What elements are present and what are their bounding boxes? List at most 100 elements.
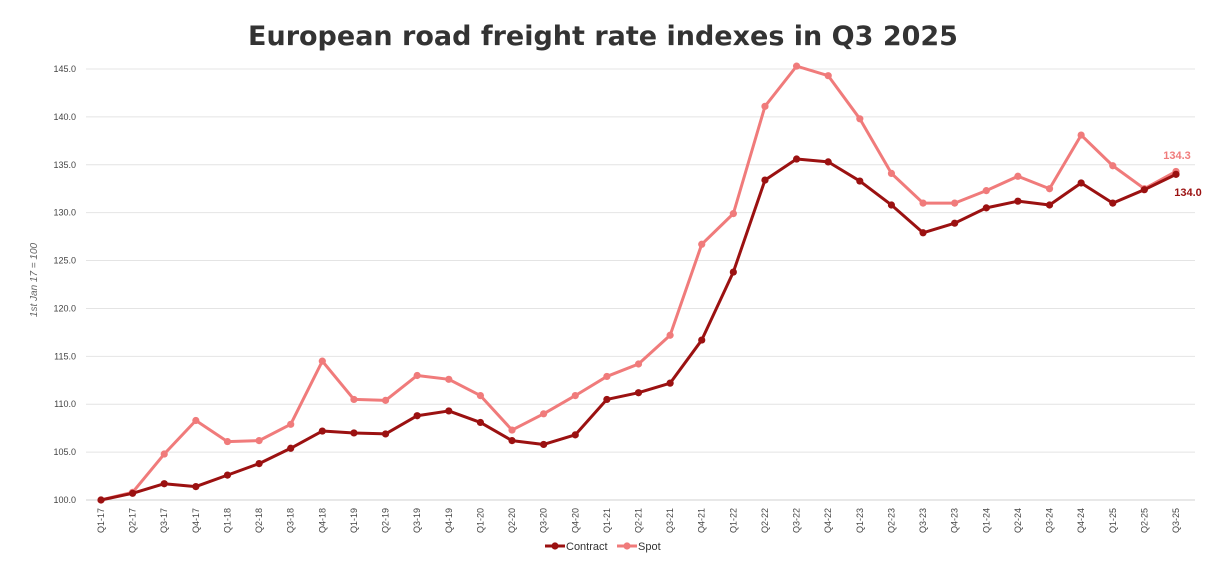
x-tick-label: Q2-24	[1013, 508, 1023, 533]
data-point-contract	[1014, 197, 1022, 205]
legend-marker-spot	[623, 542, 631, 550]
y-tick-label: 140.0	[53, 112, 76, 122]
x-tick-label: Q4-19	[444, 508, 454, 533]
y-tick-label: 110.0	[54, 399, 76, 409]
data-point-contract	[1140, 186, 1148, 194]
x-tick-label: Q2-25	[1139, 508, 1149, 533]
data-point-contract	[287, 444, 295, 452]
data-point-contract	[129, 489, 137, 497]
data-point-contract	[97, 496, 105, 504]
x-tick-label: Q2-22	[760, 508, 770, 533]
data-point-contract	[350, 429, 358, 437]
x-tick-label: Q2-20	[507, 508, 517, 533]
data-point-spot	[255, 437, 263, 445]
data-point-spot	[287, 420, 295, 428]
data-point-spot	[666, 331, 674, 339]
data-point-spot	[761, 102, 769, 110]
data-point-contract	[824, 158, 832, 166]
data-point-spot	[381, 396, 390, 404]
data-point-contract	[255, 460, 263, 468]
data-point-contract	[571, 431, 579, 439]
x-tick-label: Q3-23	[918, 508, 928, 533]
data-point-spot	[1014, 172, 1022, 180]
data-point-contract	[476, 418, 485, 427]
x-tick-label: Q4-22	[823, 508, 833, 533]
data-point-spot	[1045, 185, 1054, 193]
data-point-contract	[540, 440, 548, 449]
data-point-spot	[476, 392, 485, 400]
data-point-spot	[192, 416, 200, 425]
data-point-contract	[192, 482, 200, 491]
x-tick-label: Q4-17	[191, 508, 201, 533]
data-point-spot	[824, 72, 832, 80]
x-tick-label: Q3-17	[159, 508, 169, 533]
data-point-spot	[792, 62, 801, 70]
data-point-spot	[887, 169, 896, 177]
data-point-spot	[445, 375, 453, 383]
data-point-spot	[540, 410, 548, 418]
data-point-contract	[160, 480, 168, 488]
x-tick-label: Q2-23	[886, 508, 896, 533]
y-tick-label: 115.0	[54, 351, 76, 361]
x-tick-label: Q1-17	[96, 508, 106, 533]
x-tick-label: Q1-18	[222, 508, 232, 533]
data-point-spot	[1077, 131, 1085, 139]
data-point-contract	[761, 176, 769, 184]
data-point-spot	[350, 395, 358, 404]
x-tick-label: Q1-25	[1108, 508, 1118, 533]
data-point-contract	[508, 437, 516, 445]
x-tick-label: Q2-19	[381, 508, 391, 533]
y-tick-label: 135.0	[53, 160, 76, 170]
x-tick-label: Q1-19	[349, 508, 359, 533]
x-tick-label: Q4-23	[950, 508, 960, 533]
data-point-contract	[413, 412, 421, 420]
series-line-contract	[100, 157, 1177, 502]
x-tick-label: Q2-18	[254, 508, 264, 533]
data-point-spot	[919, 199, 927, 207]
legend-marker-contract	[551, 542, 559, 550]
x-tick-label: Q4-18	[317, 508, 327, 533]
y-tick-label: 105.0	[53, 447, 76, 457]
x-tick-label: Q1-20	[475, 508, 485, 533]
x-tick-label: Q4-21	[697, 508, 707, 533]
y-tick-label: 100.0	[53, 495, 76, 505]
x-tick-label: Q3-21	[665, 508, 675, 533]
x-tick-label: Q2-21	[634, 508, 644, 533]
x-tick-label: Q3-22	[792, 508, 802, 533]
data-point-contract	[919, 229, 927, 237]
y-tick-label: 125.0	[53, 256, 76, 266]
y-axis-label: 1st Jan 17 = 100	[29, 242, 40, 317]
legend-label-contract: Contract	[566, 541, 608, 553]
data-point-contract	[318, 427, 326, 435]
data-point-spot	[982, 187, 990, 195]
legend-label-spot: Spot	[638, 541, 661, 553]
x-tick-label: Q3-25	[1171, 508, 1181, 533]
data-point-contract	[445, 407, 453, 415]
data-point-spot	[508, 426, 516, 434]
data-point-contract	[982, 204, 990, 212]
x-tick-label: Q1-23	[855, 508, 865, 533]
series-line-spot	[100, 64, 1177, 502]
data-point-spot	[318, 357, 326, 365]
x-tick-label: Q4-20	[570, 508, 580, 533]
data-point-contract	[698, 336, 706, 344]
data-point-spot	[160, 450, 168, 458]
x-tick-label: Q2-17	[128, 508, 138, 533]
x-tick-label: Q1-24	[981, 508, 991, 533]
y-tick-label: 145.0	[53, 64, 76, 74]
data-point-spot	[729, 210, 737, 218]
data-point-spot	[603, 372, 611, 381]
x-tick-label: Q4-24	[1076, 508, 1086, 533]
data-point-spot	[698, 240, 706, 248]
data-label-spot-last: 134.3	[1163, 150, 1191, 162]
data-point-contract	[792, 155, 801, 163]
y-tick-label: 130.0	[53, 208, 76, 218]
data-point-contract	[729, 268, 737, 276]
chart-title: European road freight rate indexes in Q3…	[248, 21, 958, 52]
data-point-contract	[1045, 201, 1054, 209]
data-point-contract	[603, 395, 611, 404]
data-point-spot	[571, 392, 579, 400]
data-point-contract	[1077, 179, 1085, 187]
x-tick-label: Q3-19	[412, 508, 422, 533]
